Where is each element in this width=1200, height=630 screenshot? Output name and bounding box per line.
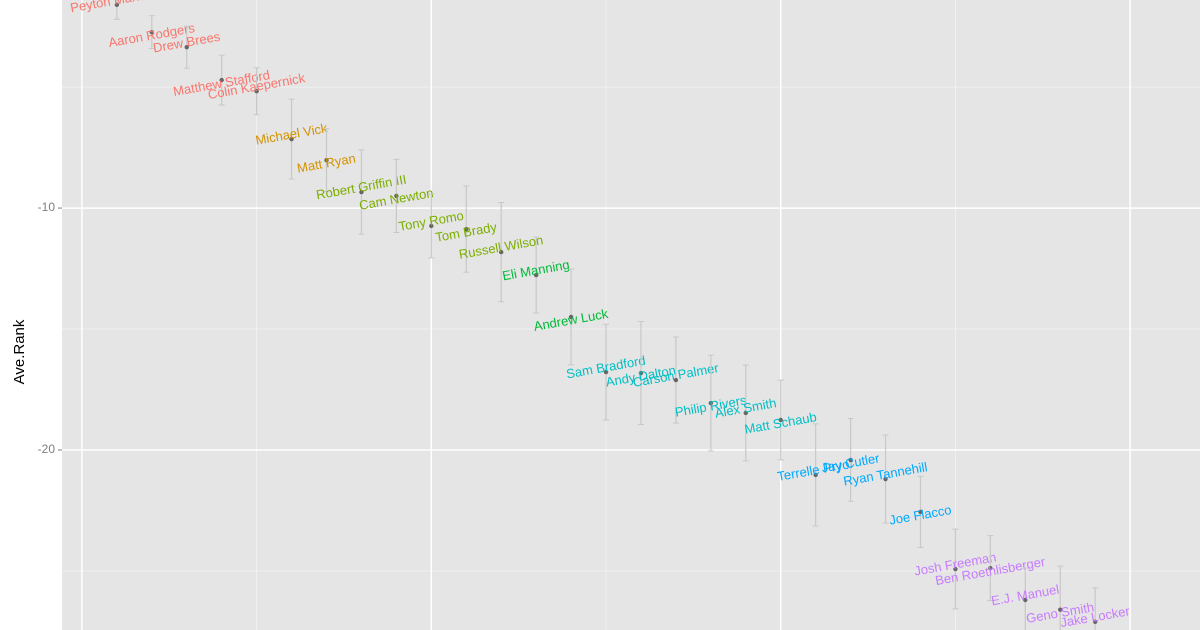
point	[324, 157, 329, 163]
point	[149, 29, 154, 35]
point	[848, 457, 853, 463]
point	[813, 472, 818, 478]
point	[219, 77, 224, 83]
point	[429, 223, 434, 229]
point	[638, 370, 644, 376]
point	[673, 377, 679, 383]
point	[603, 369, 609, 375]
point	[1023, 597, 1028, 603]
y-tick-label: -20	[38, 442, 56, 456]
point	[498, 249, 504, 255]
point	[953, 566, 958, 572]
point	[708, 400, 714, 406]
point	[464, 226, 469, 232]
point	[778, 417, 783, 423]
point	[1092, 619, 1098, 624]
point	[568, 314, 574, 320]
point	[743, 410, 748, 416]
point	[883, 476, 888, 482]
point	[254, 89, 259, 94]
point	[988, 565, 993, 571]
point	[289, 136, 294, 142]
point	[184, 44, 189, 50]
panel	[62, 0, 1200, 630]
point	[394, 193, 399, 199]
y-axis-label: Ave.Rank	[11, 319, 28, 384]
point	[1058, 607, 1063, 612]
point	[114, 2, 120, 8]
point	[533, 272, 539, 278]
y-tick-label: -10	[38, 200, 56, 214]
point	[918, 509, 923, 515]
point	[359, 189, 364, 195]
